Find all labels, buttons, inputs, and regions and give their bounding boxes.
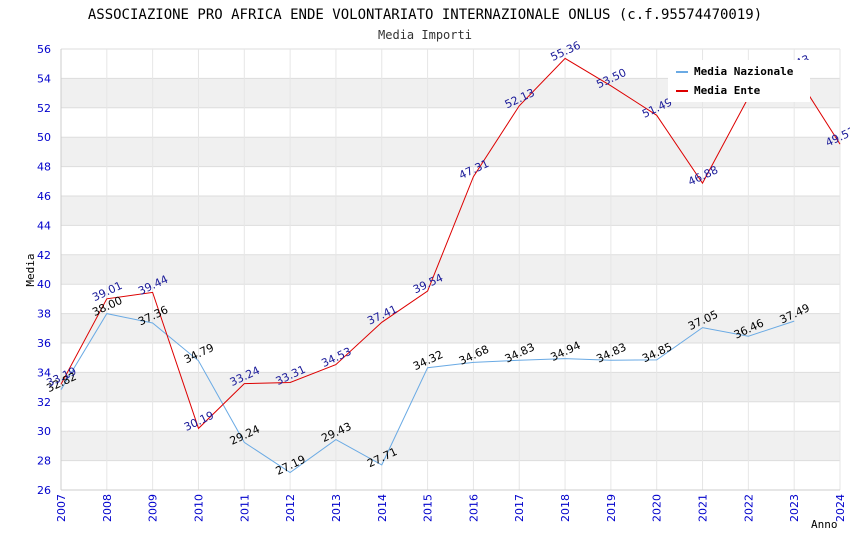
x-tick-label: 2018 (559, 494, 572, 522)
y-tick-label: 46 (37, 190, 51, 203)
x-tick-label: 2023 (788, 494, 801, 522)
chart-subtitle: Media Importi (378, 28, 472, 42)
grid-band (61, 372, 840, 402)
gridlines (60, 48, 841, 491)
x-tick-label: 2024 (834, 494, 847, 522)
grid-band (61, 254, 840, 285)
x-tick-label: 2013 (330, 494, 343, 522)
y-tick-label: 28 (37, 455, 51, 468)
y-tick-label: 44 (37, 219, 51, 232)
x-tick-label: 2014 (376, 494, 389, 522)
legend-label-media-ente: Media Ente (694, 84, 761, 97)
grid-band (61, 196, 840, 226)
x-axis-ticks: 2007 2008 2009 2010 2011 2012 2013 2014 2015 2016… (55, 494, 847, 522)
y-tick-label: 26 (37, 484, 51, 497)
x-tick-label: 2007 (55, 494, 68, 522)
y-tick-label: 30 (37, 425, 51, 438)
y-tick-label: 36 (37, 337, 51, 350)
x-tick-label: 2012 (284, 494, 297, 522)
y-axis-title: Media (24, 253, 37, 286)
x-tick-label: 2016 (467, 494, 480, 522)
y-tick-label: 50 (37, 131, 51, 144)
legend-label-media-nazionale: Media Nazionale (694, 65, 794, 78)
grid-band (61, 137, 840, 167)
x-tick-label: 2020 (651, 494, 664, 522)
x-tick-label: 2009 (147, 494, 160, 522)
y-tick-label: 40 (37, 278, 51, 291)
x-tick-label: 2008 (101, 494, 114, 522)
x-tick-label: 2015 (422, 494, 435, 522)
x-tick-label: 2021 (697, 494, 710, 522)
chart-title: ASSOCIAZIONE PRO AFRICA ENDE VOLONTARIAT… (88, 7, 762, 23)
legend-box (668, 60, 810, 102)
grid-band (61, 313, 840, 343)
x-tick-label: 2022 (742, 494, 755, 522)
legend: Media Nazionale Media Ente (668, 60, 810, 102)
y-tick-label: 54 (37, 72, 51, 85)
grid-band (61, 431, 840, 461)
x-tick-label: 2019 (605, 494, 618, 522)
series-line-media-ente (60, 57, 841, 430)
y-tick-label: 34 (37, 366, 51, 379)
x-axis-title: Anno (811, 518, 838, 531)
y-tick-label: 32 (37, 396, 51, 409)
x-tick-label: 2017 (513, 494, 526, 522)
grid-bands (61, 49, 840, 490)
y-axis-ticks: 26 28 30 32 34 36 38 40 42 44 46 48 50 52 54 56 (37, 43, 51, 497)
x-tick-label: 2010 (192, 494, 205, 522)
y-tick-label: 56 (37, 43, 51, 56)
y-tick-label: 42 (37, 249, 51, 262)
x-tick-label: 2011 (238, 494, 251, 522)
y-tick-label: 38 (37, 308, 51, 321)
y-tick-label: 48 (37, 161, 51, 174)
y-tick-label: 52 (37, 102, 51, 115)
